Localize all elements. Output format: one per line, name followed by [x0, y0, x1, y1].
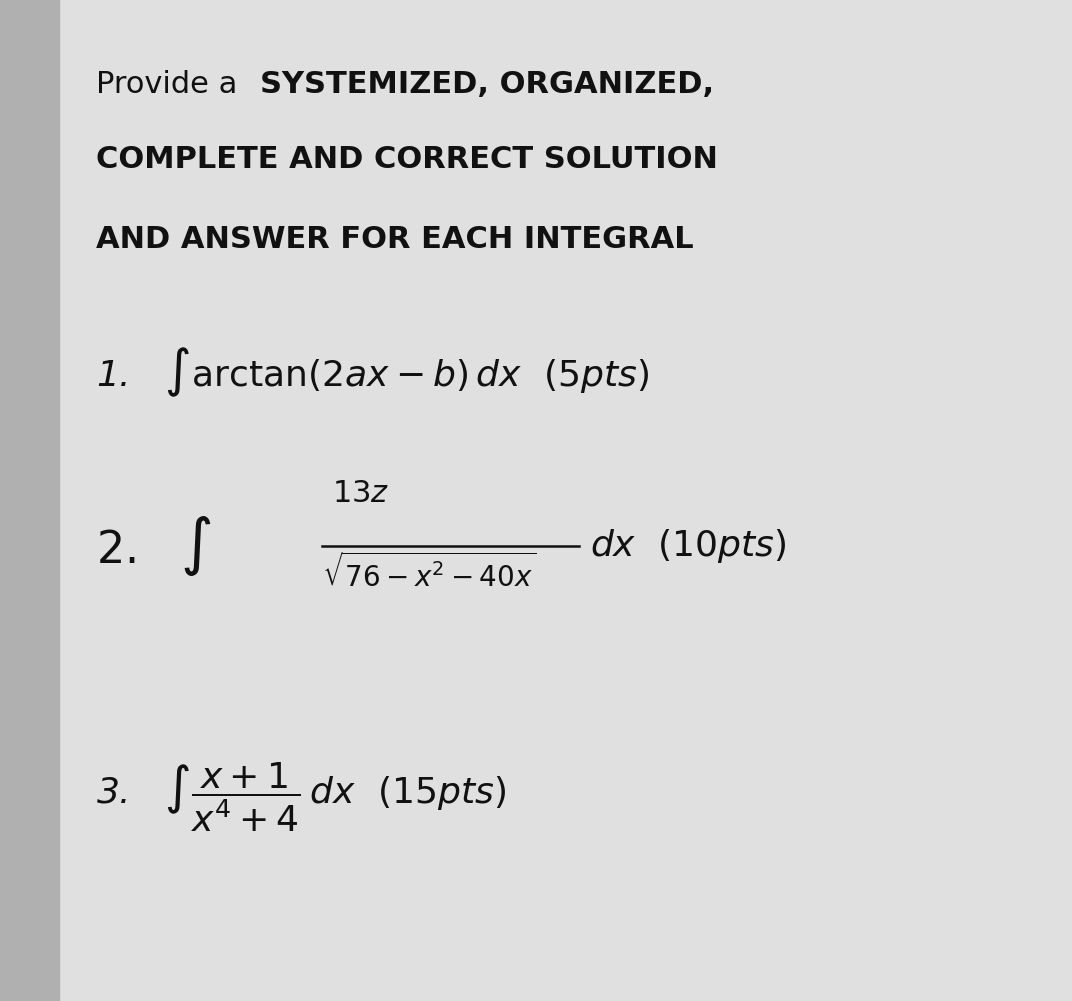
- Text: $\sqrt{76-x^2-40x}$: $\sqrt{76-x^2-40x}$: [322, 554, 536, 594]
- Bar: [0, 0, 59, 1001]
- Text: COMPLETE AND CORRECT SOLUTION: COMPLETE AND CORRECT SOLUTION: [96, 145, 718, 174]
- Text: $dx\ \ (10pts)$: $dx\ \ (10pts)$: [590, 527, 786, 565]
- Text: AND ANSWER FOR EACH INTEGRAL: AND ANSWER FOR EACH INTEGRAL: [96, 225, 694, 254]
- Text: 1.   $\int \arctan(2ax - b)\, dx\ \ (5pts)$: 1. $\int \arctan(2ax - b)\, dx\ \ (5pts)…: [96, 345, 650, 398]
- Text: Provide a: Provide a: [96, 70, 248, 99]
- Text: 2.   $\int$: 2. $\int$: [96, 514, 212, 578]
- Text: SYSTEMIZED, ORGANIZED,: SYSTEMIZED, ORGANIZED,: [260, 70, 715, 99]
- Text: 3.   $\int \dfrac{x+1}{x^4+4}\, dx\ \ (15pts)$: 3. $\int \dfrac{x+1}{x^4+4}\, dx\ \ (15p…: [96, 761, 506, 834]
- Text: $13z$: $13z$: [332, 478, 390, 508]
